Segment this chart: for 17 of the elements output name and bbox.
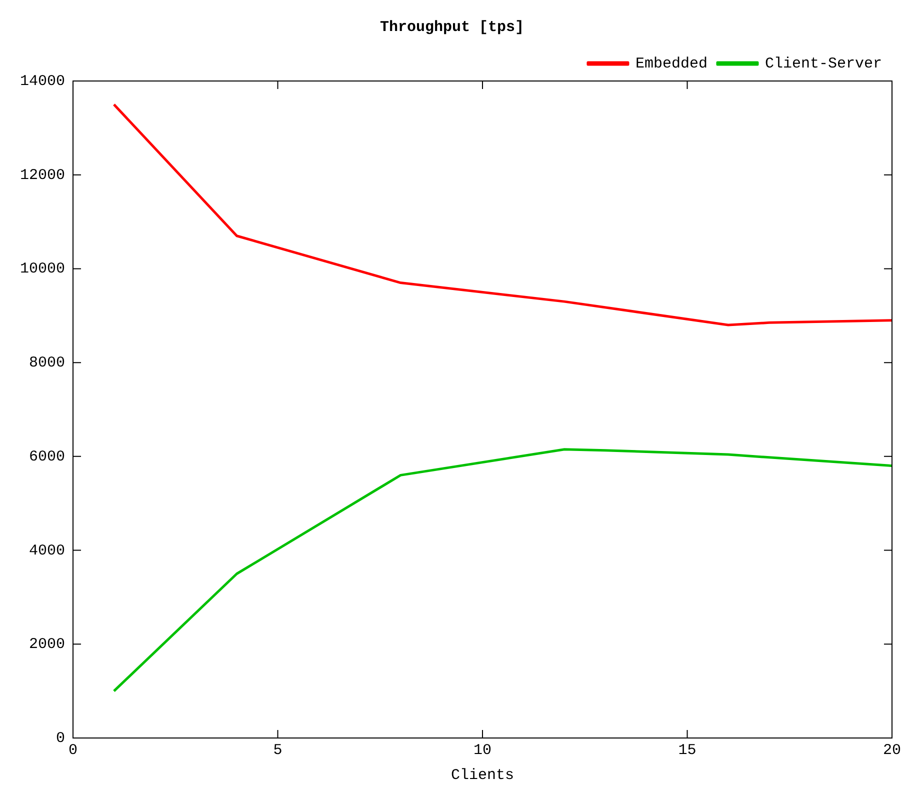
legend-label: Embedded (635, 55, 708, 72)
y-tick-label: 14000 (20, 72, 66, 90)
y-tick-label: 2000 (28, 636, 66, 654)
x-tick-label: 15 (678, 742, 696, 759)
x-tick-label: 20 (882, 742, 902, 759)
x-tick-label: 5 (273, 742, 282, 759)
legend-label: Client-Server (764, 55, 882, 72)
y-tick-label: 6000 (28, 448, 66, 466)
y-tick-label: 12000 (20, 166, 66, 184)
y-tick-label: 4000 (28, 542, 66, 560)
x-tick-label: 0 (68, 742, 78, 759)
y-tick-label: 0 (56, 730, 66, 747)
y-tick-label: 8000 (28, 354, 66, 372)
chart-title: Throughput [tps] (380, 18, 524, 36)
y-tick-label: 10000 (20, 260, 66, 278)
x-tick-label: 10 (473, 742, 492, 759)
x-axis-title: Clients (450, 766, 514, 784)
